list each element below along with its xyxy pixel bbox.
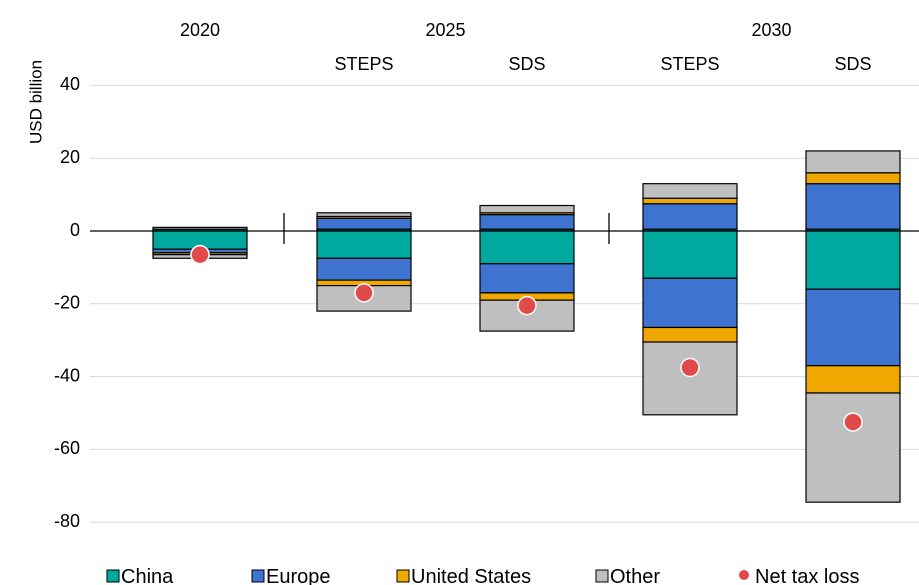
y-tick-label: 20 — [60, 147, 80, 167]
bar-segment — [805, 365, 901, 394]
legend-swatch-united-states — [396, 569, 410, 583]
legend: China Europe United States Other Net tax… — [106, 566, 859, 585]
bar-segment — [152, 226, 248, 230]
scenario-label: SDS — [834, 54, 871, 74]
legend-swatch-china — [106, 569, 120, 583]
y-tick-label: -20 — [54, 293, 80, 313]
bar-segment — [642, 326, 738, 343]
bar-segment — [642, 197, 738, 205]
y-tick-label: 0 — [70, 220, 80, 240]
legend-label-other: Other — [610, 566, 660, 585]
legend-swatch-other — [595, 569, 609, 583]
legend-marker-net-tax-loss — [739, 570, 749, 580]
year-label: 2020 — [180, 20, 220, 40]
bar-segment — [642, 183, 738, 199]
scenario-label: SDS — [508, 54, 545, 74]
bar-segment — [479, 263, 575, 294]
scenario-label: STEPS — [660, 54, 719, 74]
bar-segment — [479, 214, 575, 230]
category-labels: 2020 2025 2030 STEPS SDS STEPS SDS — [180, 20, 872, 74]
net-tax-loss-point — [517, 295, 537, 316]
scenario-label: STEPS — [334, 54, 393, 74]
bar-segment — [316, 230, 412, 259]
net-tax-loss-points — [190, 244, 863, 432]
bar-segment — [316, 257, 412, 281]
bar-segment — [316, 212, 412, 218]
net-tax-loss-point — [843, 412, 863, 432]
y-axis-ticks: -80 -60 -40 -20 0 20 40 — [54, 74, 80, 531]
year-label: 2030 — [751, 20, 791, 40]
bar-segment — [642, 230, 738, 279]
bar-segment — [642, 277, 738, 329]
y-tick-label: -60 — [54, 438, 80, 458]
net-tax-loss-point — [680, 357, 700, 378]
bar-segment — [805, 150, 901, 174]
bar-segment — [805, 183, 901, 230]
legend-label-net-tax-loss: Net tax loss — [755, 566, 859, 585]
bar-segment — [642, 203, 738, 230]
year-label: 2025 — [425, 20, 465, 40]
legend-label-china: China — [121, 566, 174, 585]
y-tick-label: 40 — [60, 74, 80, 94]
bar-segment — [479, 230, 575, 265]
bar-segment — [805, 230, 901, 290]
legend-label-united-states: United States — [411, 566, 531, 585]
bar-segment — [805, 172, 901, 185]
legend-swatch-europe — [251, 569, 265, 583]
bar-segment — [479, 204, 575, 214]
bar-segment — [805, 288, 901, 367]
bar-segment — [316, 217, 412, 230]
y-tick-label: -40 — [54, 365, 80, 385]
gridlines — [90, 84, 919, 523]
bar-segment — [805, 392, 901, 503]
net-tax-loss-point — [354, 283, 374, 303]
net-tax-loss-point — [190, 244, 210, 265]
legend-label-europe: Europe — [266, 566, 331, 585]
y-tick-label: -80 — [54, 511, 80, 531]
y-axis-label: USD billion — [26, 60, 45, 144]
bar-segment — [642, 341, 738, 416]
